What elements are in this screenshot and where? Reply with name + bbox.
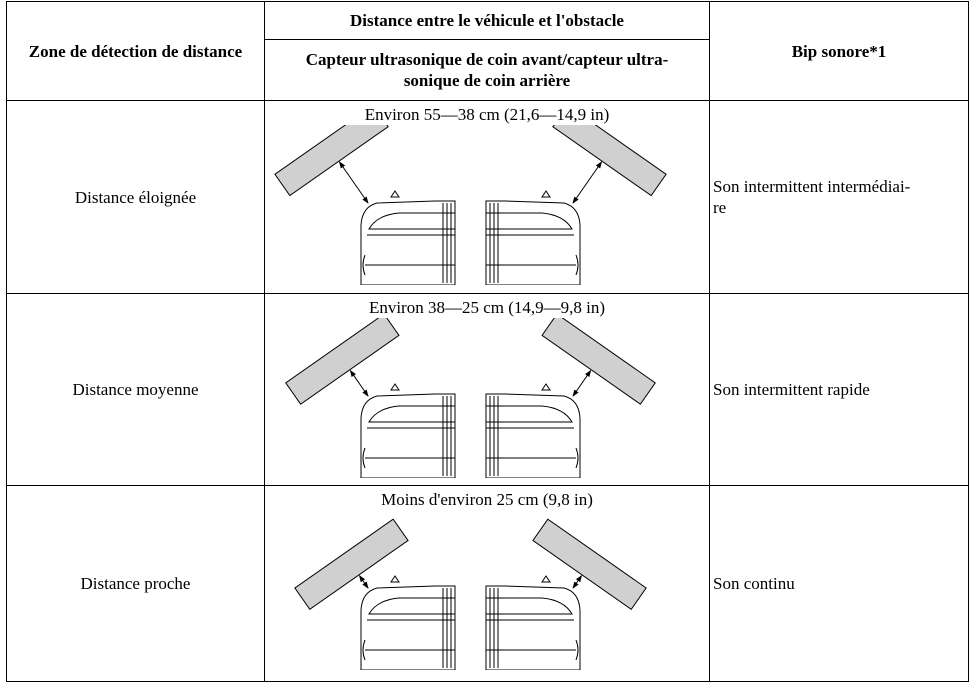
header-zone: Zone de détection de distance: [6, 1, 265, 101]
row: Distance moyenne Environ 38—25 cm (14,9—…: [6, 293, 969, 486]
figure-cell: Environ 55—38 cm (21,6—14,9 in): [264, 100, 710, 294]
figure-cell: Moins d'environ 25 cm (9,8 in): [264, 485, 710, 682]
zone: Distance proche: [6, 485, 265, 682]
illustration: [294, 518, 647, 670]
detection-table: Zone de détection de distance Distance e…: [6, 1, 969, 682]
row: Distance proche Moins d'environ 25 cm (9…: [6, 485, 969, 682]
beep: Son intermittent intermédiai- re: [709, 100, 969, 294]
illustration: [285, 318, 656, 478]
row: Distance éloignée Environ 55—38 cm (21,6…: [6, 100, 969, 294]
range: Moins d'environ 25 cm (9,8 in): [381, 490, 593, 509]
zone: Distance éloignée: [6, 100, 265, 294]
table-body: Distance éloignée Environ 55—38 cm (21,6…: [6, 100, 969, 682]
header-distance: Distance entre le véhicule et l'obstacle: [264, 1, 710, 40]
range: Environ 55—38 cm (21,6—14,9 in): [364, 105, 610, 124]
illustration: [274, 125, 667, 285]
figure-cell: Environ 38—25 cm (14,9—9,8 in): [264, 293, 710, 486]
zone: Distance moyenne: [6, 293, 265, 486]
beep: Son intermittent rapide: [709, 293, 969, 486]
header-sensor: Capteur ultrasonique de coin avant/capte…: [264, 39, 710, 101]
beep: Son continu: [709, 485, 969, 682]
range: Environ 38—25 cm (14,9—9,8 in): [368, 298, 606, 317]
header-beep: Bip sonore*1: [709, 1, 969, 101]
